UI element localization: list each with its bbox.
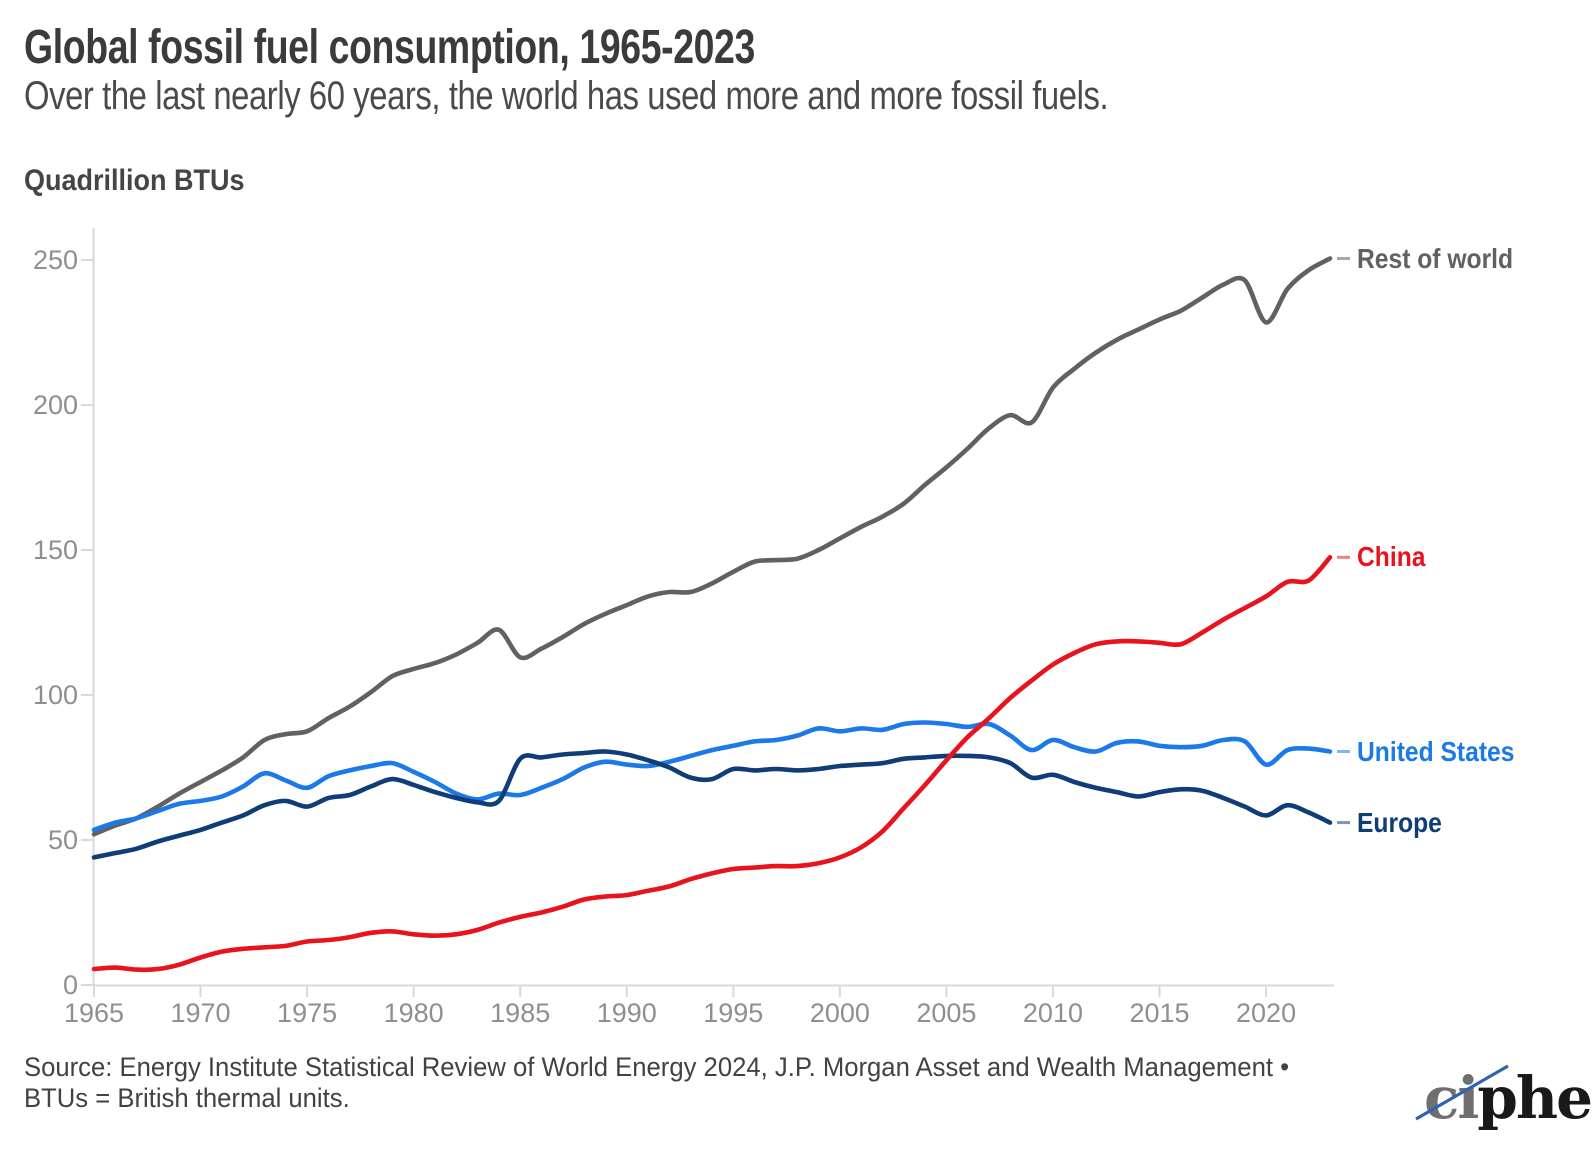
logo-wordmark: cipher xyxy=(1424,1064,1592,1132)
source-text: Source: Energy Institute Statistical Rev… xyxy=(24,1052,1289,1114)
source-line-1: Source: Energy Institute Statistical Rev… xyxy=(24,1052,1290,1082)
logo-slash-icon xyxy=(1415,1064,1509,1121)
series-line-united-states xyxy=(91,720,1333,833)
series-line-china xyxy=(91,555,1333,973)
page-title: Global fossil fuel consumption, 1965-202… xyxy=(24,21,755,74)
y-axis-units-label: Quadrillion BTUs xyxy=(24,164,245,197)
series-line-rest-of-world xyxy=(91,256,1333,837)
cipher-logo: cipher xyxy=(1415,1064,1592,1132)
series-line-europe xyxy=(91,749,1333,860)
source-line-2: BTUs = British thermal units. xyxy=(24,1083,350,1113)
page-subtitle: Over the last nearly 60 years, the world… xyxy=(24,74,1109,118)
